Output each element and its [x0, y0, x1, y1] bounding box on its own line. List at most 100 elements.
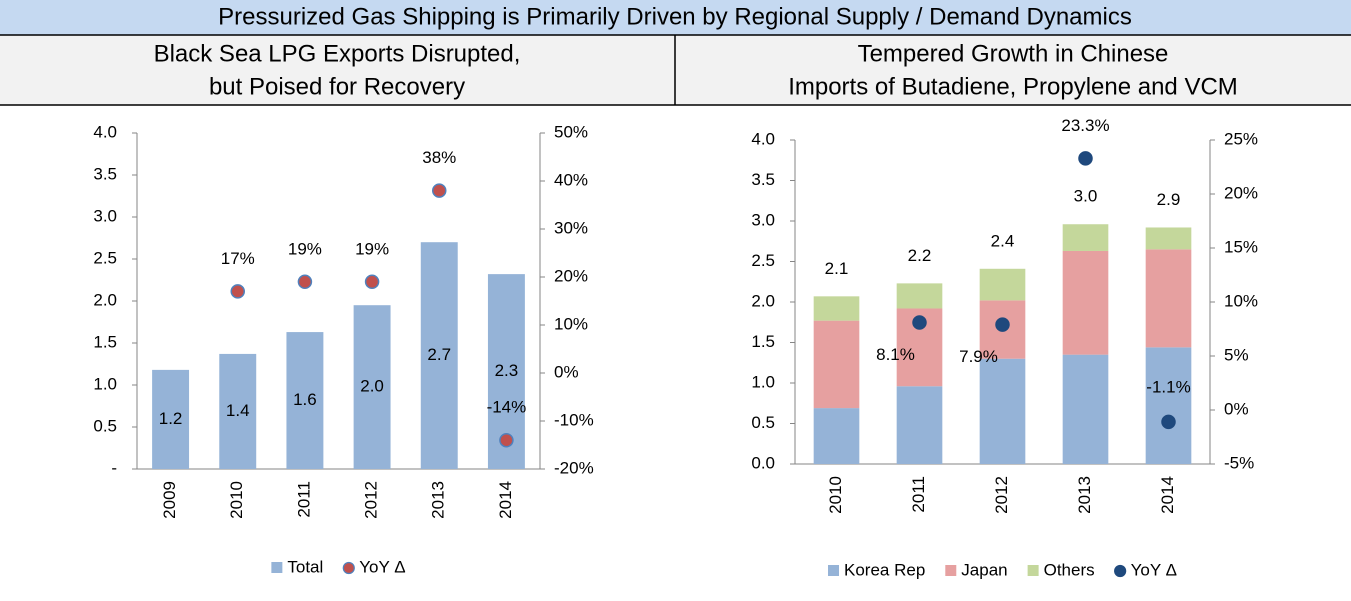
- x-tick-label: 2011: [909, 476, 928, 513]
- bar: [1062, 224, 1109, 251]
- bar: [813, 408, 860, 464]
- y-tick-label: 3.0: [751, 210, 775, 229]
- data-label: 38%: [422, 148, 456, 167]
- bar: [152, 369, 190, 469]
- legend-label: Korea Rep: [844, 560, 925, 579]
- chart-title: Tempered Growth in Chinese: [858, 40, 1169, 67]
- legend-label: Others: [1044, 560, 1095, 579]
- legend-label: Total: [287, 557, 323, 576]
- y2-tick-label: 25%: [1224, 129, 1258, 148]
- total-label: 2.1: [825, 259, 849, 278]
- bar: [979, 268, 1026, 301]
- y-tick-label: -: [111, 458, 117, 477]
- slide-title: Pressurized Gas Shipping is Primarily Dr…: [218, 3, 1132, 30]
- y2-tick-label: -10%: [554, 410, 594, 429]
- bar: [1145, 249, 1192, 348]
- bar: [1062, 250, 1109, 355]
- y-tick-label: 3.5: [751, 170, 775, 189]
- x-tick-label: 2010: [826, 476, 845, 514]
- bar: [219, 353, 257, 469]
- bar: [979, 358, 1026, 464]
- legend-label: YoY Δ: [359, 557, 405, 576]
- data-label: 1.4: [226, 401, 250, 420]
- bar: [286, 332, 324, 469]
- y2-tick-label: 50%: [554, 122, 588, 141]
- y-tick-label: 1.0: [751, 372, 775, 391]
- y-tick-label: 0.5: [93, 416, 117, 435]
- y-tick-label: 1.5: [93, 332, 117, 351]
- y-tick-label: 4.0: [751, 129, 775, 148]
- data-label: 1.6: [293, 390, 317, 409]
- x-tick-label: 2014: [1158, 476, 1177, 514]
- data-label: 23.3%: [1061, 116, 1109, 135]
- x-tick-label: 2012: [992, 476, 1011, 514]
- data-label: 1.2: [159, 409, 183, 428]
- chart-title: Imports of Butadiene, Propylene and VCM: [788, 73, 1238, 100]
- point: [499, 432, 514, 448]
- bar: [1062, 354, 1109, 464]
- data-label: -1.1%: [1146, 377, 1190, 396]
- y-tick-label: 2.5: [751, 251, 775, 270]
- data-label: 8.1%: [876, 345, 915, 364]
- header-band: [0, 0, 1351, 35]
- bar: [353, 305, 391, 469]
- y2-tick-label: 20%: [554, 266, 588, 285]
- y-tick-label: 1.5: [751, 332, 775, 351]
- point: [1078, 151, 1093, 166]
- x-tick-label: 2012: [362, 481, 381, 519]
- bar: [1145, 347, 1192, 464]
- point: [230, 284, 245, 299]
- data-label: 19%: [355, 239, 389, 258]
- y2-tick-label: 10%: [554, 314, 588, 333]
- legend-swatch: [1114, 564, 1127, 578]
- y-tick-label: 0.5: [751, 413, 775, 432]
- legend-swatch: [828, 565, 840, 576]
- data-label: 2.3: [495, 361, 519, 380]
- point: [364, 274, 380, 290]
- legend-label: YoY Δ: [1131, 560, 1177, 579]
- y2-tick-label: -5%: [1224, 453, 1254, 472]
- x-tick-label: 2011: [294, 481, 313, 518]
- point: [432, 183, 447, 198]
- y2-tick-label: 5%: [1224, 345, 1249, 364]
- bar: [1145, 227, 1192, 250]
- x-tick-label: 2009: [160, 481, 179, 519]
- data-label: 17%: [221, 249, 255, 268]
- total-label: 3.0: [1074, 187, 1098, 206]
- point: [297, 274, 313, 290]
- bar: [420, 242, 458, 469]
- y2-tick-label: 0%: [1224, 399, 1249, 418]
- legend-swatch: [342, 561, 355, 575]
- y2-tick-label: 20%: [1224, 183, 1258, 202]
- y-tick-label: 1.0: [93, 374, 117, 393]
- bar: [896, 386, 943, 464]
- total-label: 2.2: [908, 246, 932, 265]
- point: [995, 317, 1010, 332]
- bar: [813, 296, 860, 321]
- data-label: 7.9%: [959, 347, 998, 366]
- data-label: 2.0: [360, 377, 384, 396]
- total-label: 2.9: [1157, 190, 1181, 209]
- bar: [896, 283, 943, 309]
- y-tick-label: 3.0: [93, 206, 117, 225]
- legend-swatch: [1027, 565, 1039, 576]
- bar: [813, 320, 860, 409]
- y-tick-label: 2.0: [751, 291, 775, 310]
- total-label: 2.4: [991, 231, 1015, 250]
- x-tick-label: 2013: [429, 481, 448, 519]
- y2-tick-label: 30%: [554, 218, 588, 237]
- y2-tick-label: 40%: [554, 170, 588, 189]
- data-label: -14%: [487, 398, 527, 417]
- chart-title: but Poised for Recovery: [209, 73, 465, 100]
- y-tick-label: 0.0: [751, 453, 775, 472]
- point: [912, 315, 927, 330]
- y-tick-label: 3.5: [93, 164, 117, 183]
- y-tick-label: 4.0: [93, 122, 117, 141]
- y2-tick-label: 15%: [1224, 237, 1258, 256]
- chart-title: Black Sea LPG Exports Disrupted,: [154, 40, 521, 67]
- data-label: 2.7: [427, 345, 451, 364]
- y2-tick-label: 10%: [1224, 291, 1258, 310]
- y-tick-label: 2.0: [93, 290, 117, 309]
- y2-tick-label: 0%: [554, 362, 579, 381]
